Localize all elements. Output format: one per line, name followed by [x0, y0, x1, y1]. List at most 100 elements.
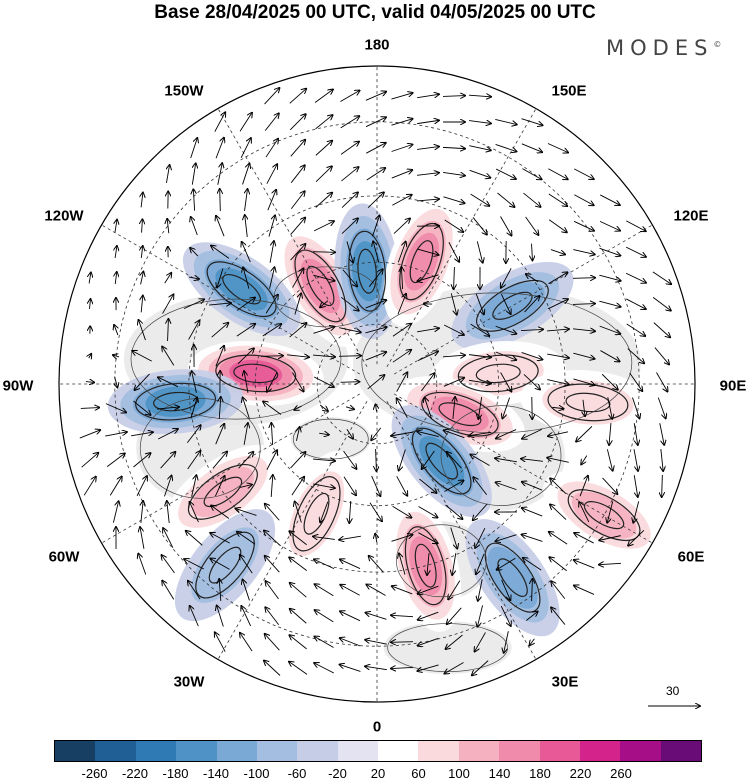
wind-arrow [417, 147, 439, 150]
wind-arrow [339, 535, 361, 540]
wind-arrow [573, 249, 594, 255]
wind-arrow [444, 480, 463, 492]
colorbar-swatch [216, 741, 257, 761]
wind-arrow [238, 452, 254, 469]
wind-arrow [215, 424, 225, 445]
wind-arrow [576, 426, 593, 441]
lon-label-60e: 60E [677, 548, 705, 566]
wind-arrow [583, 399, 585, 416]
wind-arrow [341, 192, 358, 208]
wind-arrow [607, 397, 612, 419]
wind-arrow [164, 273, 171, 284]
streamline-contour [195, 531, 255, 599]
wind-arrow [340, 665, 361, 672]
wind-arrow [349, 500, 350, 523]
wind-arrow [290, 140, 305, 157]
wind-arrow [262, 324, 281, 337]
wind-arrow [263, 402, 282, 415]
wind-arrow [340, 585, 360, 596]
wind-arrow [264, 113, 279, 131]
anomaly-band [419, 436, 465, 487]
wind-arrow [599, 535, 621, 541]
wind-arrow [167, 501, 169, 523]
wind-arrow [340, 382, 360, 383]
wind-arrow [444, 430, 465, 439]
wind-arrow [522, 168, 541, 180]
wind-arrow [445, 504, 463, 519]
coastline [395, 524, 487, 598]
wind-arrow [443, 196, 464, 203]
wind-arrow [113, 355, 120, 357]
wind-arrow [417, 431, 439, 437]
colorbar-label: 220 [569, 766, 592, 781]
wind-arrow [90, 299, 91, 309]
wind-arrow [500, 605, 511, 626]
wind-arrow [191, 163, 195, 185]
colorbar-label: 20 [370, 766, 386, 781]
wind-arrow [294, 293, 301, 315]
wind-arrow [550, 504, 567, 520]
wind-arrow [573, 378, 594, 385]
wind-arrow [343, 476, 356, 495]
streamline-contour [203, 476, 243, 508]
wind-arrow [271, 423, 272, 446]
streamline-contour [414, 543, 437, 588]
wind-arrow [89, 354, 92, 358]
wind-arrow [448, 580, 461, 600]
wind-arrow [210, 559, 230, 570]
wind-arrow [502, 397, 510, 419]
wind-arrow [217, 163, 222, 185]
wind-arrow [243, 580, 250, 601]
lon-label-90e: 90E [719, 377, 747, 395]
colorbar-swatch [95, 741, 136, 761]
wind-arrow [391, 615, 414, 616]
coastline [139, 397, 261, 499]
wind-arrow [83, 477, 96, 496]
wind-arrow [290, 191, 304, 210]
wind-arrow [656, 372, 667, 391]
wind-arrow [314, 663, 335, 674]
wind-arrow [599, 563, 622, 564]
colorbar-swatch [135, 741, 177, 761]
wind-arrow [295, 502, 302, 523]
wind-arrow [573, 329, 595, 331]
wind-arrow [106, 453, 125, 467]
wind-arrow [500, 372, 512, 391]
wind-arrow [164, 476, 171, 497]
streamline-contour [357, 248, 377, 294]
wind-arrow [290, 452, 306, 469]
latitude-circle [254, 261, 500, 507]
wind-arrow [133, 400, 150, 415]
wind-arrow [138, 554, 147, 575]
wind-arrow [453, 397, 455, 419]
wind-arrow [376, 448, 377, 471]
wind-arrow [524, 296, 540, 313]
wind-arrow [287, 355, 309, 357]
wind-arrow [243, 423, 248, 445]
wind-arrow [315, 610, 334, 623]
anomaly-band [404, 232, 440, 291]
wind-arrow [190, 606, 199, 627]
lon-label-90w: 90W [2, 377, 34, 395]
wind-arrow [652, 297, 671, 310]
wind-arrow [243, 398, 250, 419]
wind-arrow [240, 555, 253, 574]
wind-arrow [268, 215, 275, 237]
wind-arrow [319, 404, 328, 411]
wind-arrow [187, 451, 201, 470]
wind-arrow [292, 372, 303, 392]
coastline [361, 292, 633, 434]
wind-arrow [340, 296, 358, 310]
wind-arrow [602, 477, 618, 494]
colorbar-label: 60 [411, 766, 426, 781]
wind-arrow [478, 579, 483, 601]
wind-arrow [525, 216, 539, 235]
wind-arrow [241, 606, 252, 627]
wind-arrow [469, 431, 491, 435]
wind-arrow [444, 219, 464, 232]
wind-arrow [366, 143, 385, 154]
streamline-contour [404, 526, 447, 606]
wind-arrow [245, 189, 248, 211]
wind-arrow [523, 558, 542, 571]
wind-arrow [366, 585, 386, 596]
